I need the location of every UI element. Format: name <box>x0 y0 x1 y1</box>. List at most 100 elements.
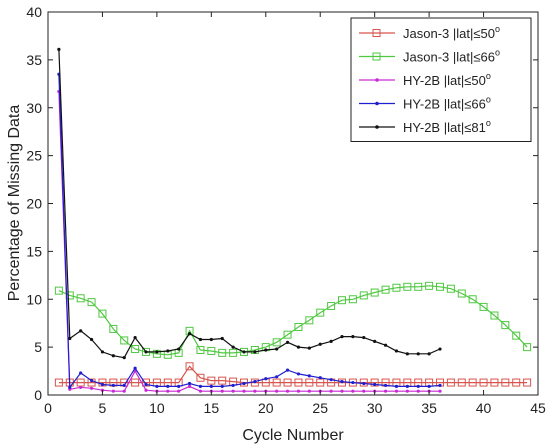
data-point <box>220 384 224 388</box>
data-point <box>111 354 115 358</box>
data-point <box>253 379 257 384</box>
data-point <box>307 374 311 378</box>
data-point <box>457 378 466 387</box>
data-point <box>359 378 368 387</box>
y-tick-label: 25 <box>26 148 42 164</box>
legend-swatch-marker <box>372 29 381 37</box>
y-tick-label: 5 <box>34 339 42 355</box>
data-point <box>57 47 61 51</box>
data-point <box>111 383 115 388</box>
x-tick-label: 10 <box>149 400 165 416</box>
data-point <box>446 284 455 293</box>
x-tick-label: 40 <box>476 400 492 416</box>
x-tick-label: 30 <box>367 400 383 416</box>
series-line <box>58 49 441 359</box>
data-point <box>416 384 420 388</box>
legend-label: HY-2B |lat|≤50o <box>403 71 491 88</box>
series-line <box>58 91 440 392</box>
data-point <box>305 316 314 325</box>
data-point <box>438 347 442 351</box>
data-point <box>318 376 322 380</box>
data-point <box>207 346 216 355</box>
data-point <box>54 378 63 387</box>
data-point <box>351 334 355 339</box>
data-point <box>187 384 192 388</box>
data-point <box>351 380 355 385</box>
data-point <box>231 389 235 393</box>
series-5 <box>57 47 442 360</box>
legend-item: Jason-3 |lat|≤66o <box>359 48 500 65</box>
data-point <box>438 389 442 393</box>
data-point <box>209 337 213 342</box>
data-point <box>512 331 521 340</box>
data-point <box>392 283 401 292</box>
data-point <box>220 389 224 393</box>
y-tick-label: 35 <box>26 52 42 68</box>
data-point <box>144 382 148 387</box>
data-point <box>242 350 246 354</box>
data-point <box>479 378 488 387</box>
data-point <box>523 343 532 352</box>
data-point <box>512 378 521 387</box>
y-axis-title: Percentage of Missing Data <box>6 105 23 302</box>
data-point <box>109 324 118 333</box>
data-point <box>196 345 205 354</box>
data-point <box>457 289 466 298</box>
legend-label: Jason-3 |lat|≤50o <box>403 24 500 41</box>
data-point <box>131 378 140 387</box>
data-point <box>294 378 303 387</box>
legend-label: Jason-3 |lat|≤66o <box>403 48 500 65</box>
data-point <box>427 352 431 356</box>
data-point <box>144 350 148 354</box>
data-point <box>283 330 292 339</box>
data-point <box>359 291 368 300</box>
data-point <box>100 350 105 354</box>
data-point <box>79 329 83 333</box>
series-4 <box>57 72 442 389</box>
data-point <box>54 286 63 295</box>
data-point <box>338 378 346 387</box>
data-point <box>89 337 94 342</box>
data-point <box>111 389 115 393</box>
y-tick-label: 40 <box>26 4 42 20</box>
data-point <box>272 378 281 387</box>
legend-swatch-marker <box>375 101 379 106</box>
data-point <box>362 381 366 386</box>
data-point <box>414 282 423 291</box>
data-point <box>122 383 126 388</box>
data-point <box>373 339 377 343</box>
data-point <box>468 295 477 304</box>
data-point <box>436 282 444 291</box>
data-point <box>405 384 409 388</box>
data-point <box>87 298 96 307</box>
data-point <box>122 356 126 360</box>
x-tick-label: 15 <box>204 400 220 416</box>
data-point <box>218 376 227 385</box>
data-point <box>425 281 434 290</box>
data-point <box>177 347 181 351</box>
series-3 <box>57 89 442 393</box>
data-point <box>403 282 412 291</box>
series-line <box>58 74 441 389</box>
data-point <box>253 389 257 393</box>
data-point <box>285 340 290 344</box>
data-point <box>405 389 409 393</box>
data-point <box>275 375 279 379</box>
data-point <box>490 311 499 320</box>
data-point <box>89 379 94 383</box>
data-point <box>264 348 268 352</box>
data-point <box>340 389 344 393</box>
x-tick-label: 0 <box>44 400 52 416</box>
data-point <box>394 349 399 353</box>
data-point <box>416 389 420 393</box>
data-point <box>229 348 238 357</box>
data-point <box>155 350 159 354</box>
data-point <box>177 389 181 393</box>
data-point <box>285 368 290 372</box>
data-point <box>427 384 431 388</box>
series-1 <box>54 362 532 387</box>
data-point <box>327 301 336 310</box>
x-tick-label: 20 <box>258 400 274 416</box>
data-point <box>166 349 170 353</box>
legend-label: HY-2B |lat|≤66o <box>403 95 491 112</box>
